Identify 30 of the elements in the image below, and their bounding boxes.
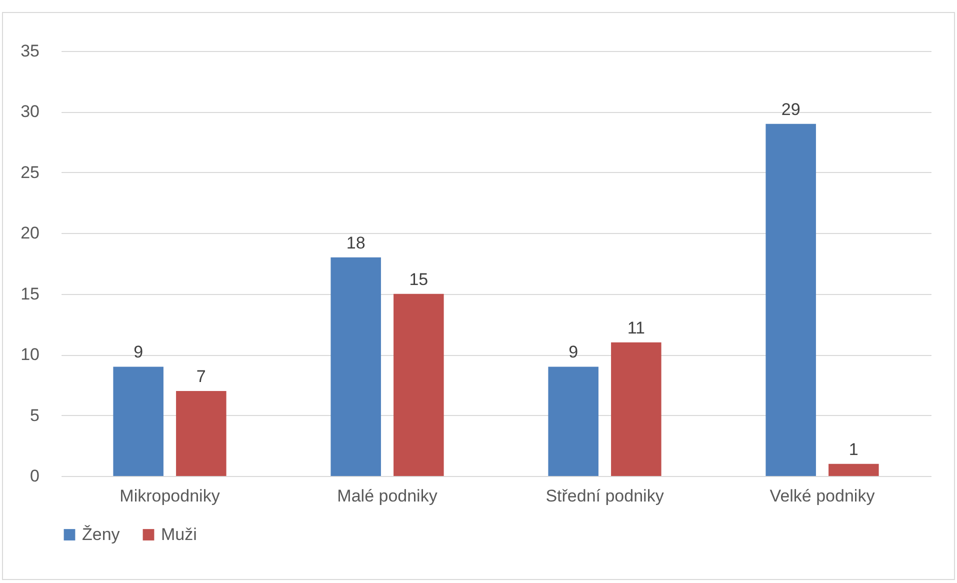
bar	[394, 294, 444, 476]
data-label: 9	[134, 342, 144, 362]
data-label: 1	[848, 440, 858, 459]
bar	[828, 464, 879, 476]
x-tick-label: Střední podniky	[546, 486, 664, 506]
y-tick-label: 35	[20, 42, 40, 60]
y-tick-label: 0	[30, 466, 40, 486]
data-label: 15	[409, 270, 428, 289]
y-tick-label: 15	[20, 284, 40, 304]
y-tick-label: 20	[20, 224, 40, 243]
legend-label: Muži	[161, 524, 197, 544]
bar	[176, 391, 226, 476]
y-tick-label: 5	[30, 406, 40, 425]
x-tick-label: Velké podniky	[770, 486, 876, 506]
x-tick-label: Malé podniky	[337, 486, 438, 506]
y-tick-label: 10	[20, 345, 40, 364]
y-tick-label: 30	[20, 102, 40, 122]
data-label: 29	[781, 100, 800, 119]
data-label: 7	[196, 367, 206, 386]
data-label: 11	[627, 318, 645, 338]
x-tick-label: Mikropodniky	[120, 486, 220, 506]
data-label: 18	[346, 233, 366, 252]
data-label: 9	[568, 342, 578, 362]
bar	[766, 124, 816, 476]
y-tick-label: 25	[20, 162, 40, 182]
bar	[330, 257, 381, 476]
bar	[611, 342, 662, 476]
bar	[548, 366, 598, 476]
legend-label: Ženy	[82, 524, 120, 544]
bar	[113, 366, 164, 476]
